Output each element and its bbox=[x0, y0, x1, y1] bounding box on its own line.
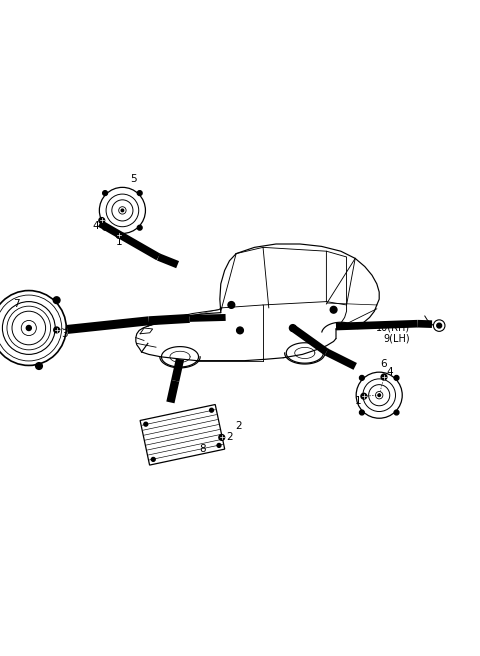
Circle shape bbox=[103, 225, 108, 230]
Circle shape bbox=[116, 232, 122, 238]
Text: 4: 4 bbox=[386, 367, 393, 377]
Circle shape bbox=[361, 394, 367, 399]
Circle shape bbox=[103, 191, 108, 195]
Text: 2: 2 bbox=[227, 432, 233, 442]
Circle shape bbox=[137, 225, 142, 230]
Circle shape bbox=[36, 363, 42, 369]
Circle shape bbox=[360, 410, 364, 415]
Circle shape bbox=[53, 297, 60, 304]
Circle shape bbox=[219, 434, 225, 440]
Circle shape bbox=[381, 374, 387, 380]
Text: 1: 1 bbox=[355, 396, 361, 407]
Circle shape bbox=[394, 375, 399, 380]
Text: 7: 7 bbox=[13, 298, 20, 309]
Circle shape bbox=[378, 394, 381, 396]
Circle shape bbox=[394, 410, 399, 415]
Text: 5: 5 bbox=[130, 174, 137, 184]
Text: 4: 4 bbox=[93, 221, 99, 232]
Circle shape bbox=[99, 218, 105, 223]
Circle shape bbox=[210, 408, 214, 412]
Circle shape bbox=[54, 327, 60, 333]
Circle shape bbox=[137, 191, 142, 195]
Circle shape bbox=[26, 325, 31, 331]
Circle shape bbox=[237, 327, 243, 334]
Circle shape bbox=[121, 209, 124, 212]
Text: 1: 1 bbox=[116, 237, 122, 247]
Circle shape bbox=[289, 325, 296, 331]
Circle shape bbox=[228, 302, 235, 308]
Circle shape bbox=[330, 306, 337, 313]
Circle shape bbox=[151, 457, 155, 461]
Text: 8: 8 bbox=[199, 444, 206, 454]
Circle shape bbox=[217, 443, 221, 447]
Text: 6: 6 bbox=[381, 359, 387, 369]
Text: 3: 3 bbox=[61, 329, 68, 339]
Circle shape bbox=[437, 323, 442, 328]
Circle shape bbox=[144, 422, 148, 426]
Text: 2: 2 bbox=[235, 421, 242, 432]
Text: 10(RH)
9(LH): 10(RH) 9(LH) bbox=[376, 322, 410, 344]
Circle shape bbox=[360, 375, 364, 380]
